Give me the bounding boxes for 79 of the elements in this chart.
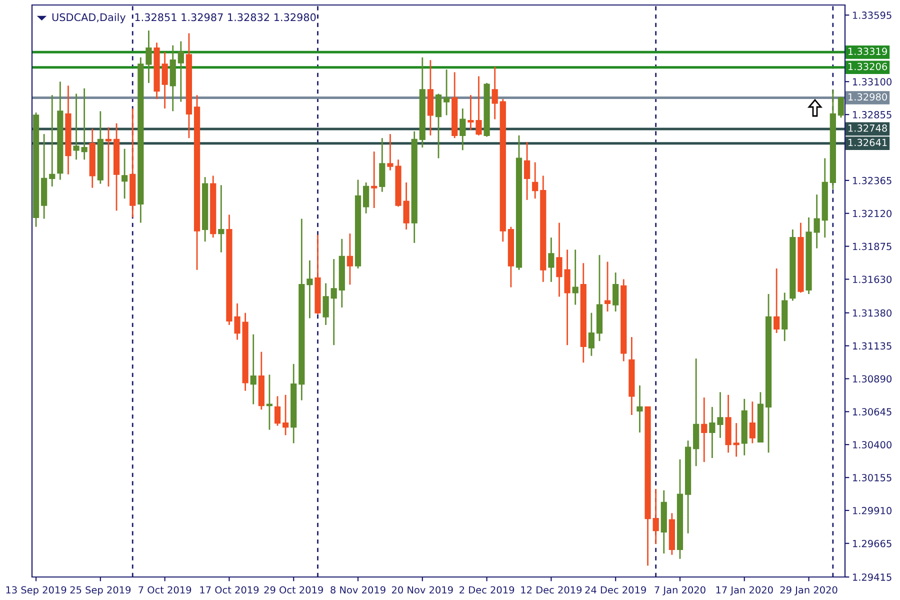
candlestick (379, 137, 386, 193)
candlestick (468, 94, 474, 131)
ref-line-label: 1.33206 (848, 62, 888, 70)
candlestick (444, 68, 450, 116)
candlestick (178, 40, 184, 102)
y-tick-label: 1.29415 (853, 573, 892, 581)
candlestick (282, 394, 289, 436)
x-tick-label: 29 Oct 2019 (264, 586, 323, 594)
candlestick (105, 126, 112, 188)
candlestick (612, 272, 619, 312)
y-tick-label: 1.33100 (853, 78, 892, 86)
candlestick (588, 312, 594, 357)
candlestick (49, 94, 56, 188)
y-tick-label: 1.30890 (853, 375, 892, 383)
y-tick-label: 1.32120 (853, 210, 892, 218)
candlestick (250, 334, 256, 405)
y-tick-label: 1.33595 (853, 12, 892, 19)
x-tick-label: 24 Dec 2019 (585, 586, 646, 594)
candlestick (81, 88, 88, 160)
candlestick (346, 232, 354, 286)
candlestick (701, 396, 708, 463)
candlestick (363, 182, 370, 214)
candlestick (146, 30, 152, 84)
x-tick-label: 25 Sep 2019 (70, 586, 131, 596)
candlestick (709, 406, 716, 459)
candlestick (717, 391, 724, 439)
y-tick-label: 1.31875 (853, 242, 892, 250)
x-tick-label: 17 Jan 2020 (716, 586, 773, 596)
y-tick-label: 1.30645 (853, 408, 892, 416)
candlestick (532, 162, 538, 200)
x-tick-label: 17 Oct 2019 (200, 586, 259, 594)
text: USDCAD,Daily (52, 13, 126, 24)
y-tick-label: 1.31135 (853, 342, 892, 350)
candlestick (218, 184, 224, 254)
y-tick-label: 1.32365 (853, 176, 892, 184)
candlestick (548, 236, 554, 283)
candlestick (814, 194, 820, 250)
y-tick-label: 1.30155 (853, 474, 892, 482)
candlestick (162, 51, 168, 110)
candlestick (524, 141, 530, 201)
candlestick (492, 66, 498, 120)
x-tick-label: 2 Dec 2019 (460, 586, 514, 594)
candlestick (460, 108, 466, 151)
candlestick (322, 282, 329, 326)
candlestick (306, 260, 313, 319)
candlestick (476, 76, 482, 136)
y-tick-label: 1.31380 (853, 309, 892, 317)
candlestick (749, 400, 756, 444)
y-tick-label: 1.29910 (853, 506, 892, 514)
candlestick (403, 182, 410, 230)
candlestick (652, 488, 659, 545)
ref-line-label: 1.32748 (848, 124, 887, 132)
candlestick (572, 248, 578, 306)
ref-line-label: 1.32641 (848, 138, 887, 146)
text: 1.32851 1.32987 1.32832 1.32980 (135, 13, 316, 22)
x-tick-label: 20 Nov 2019 (392, 586, 453, 594)
x-tick-label: 29 Jan 2020 (780, 586, 838, 596)
y-tick-label: 1.31630 (853, 276, 892, 284)
candlestick (274, 395, 281, 426)
candlestick (604, 261, 611, 312)
x-tick-label: 7 Oct 2019 (138, 586, 192, 594)
y-tick-label: 1.32855 (853, 111, 892, 118)
candlestick (435, 93, 442, 159)
candlestick (636, 384, 643, 434)
candlestick (73, 93, 80, 160)
candlestick (774, 268, 780, 334)
y-tick-label: 1.30400 (853, 441, 892, 448)
x-tick-label: 8 Nov 2019 (330, 586, 386, 594)
candlestick (371, 150, 378, 209)
x-tick-label: 12 Dec 2019 (521, 586, 582, 594)
candlestick (266, 374, 273, 430)
y-tick-label: 1.29665 (853, 540, 892, 548)
ref-line-label: 1.33319 (848, 48, 887, 56)
x-tick-label: 7 Jan 2020 (654, 586, 706, 596)
candlestick (122, 148, 128, 200)
candlestick (733, 422, 740, 458)
candlestick (330, 258, 337, 346)
ref-line-label: 1.32980 (848, 93, 887, 101)
x-tick-label: 13 Sep 2019 (6, 586, 66, 596)
